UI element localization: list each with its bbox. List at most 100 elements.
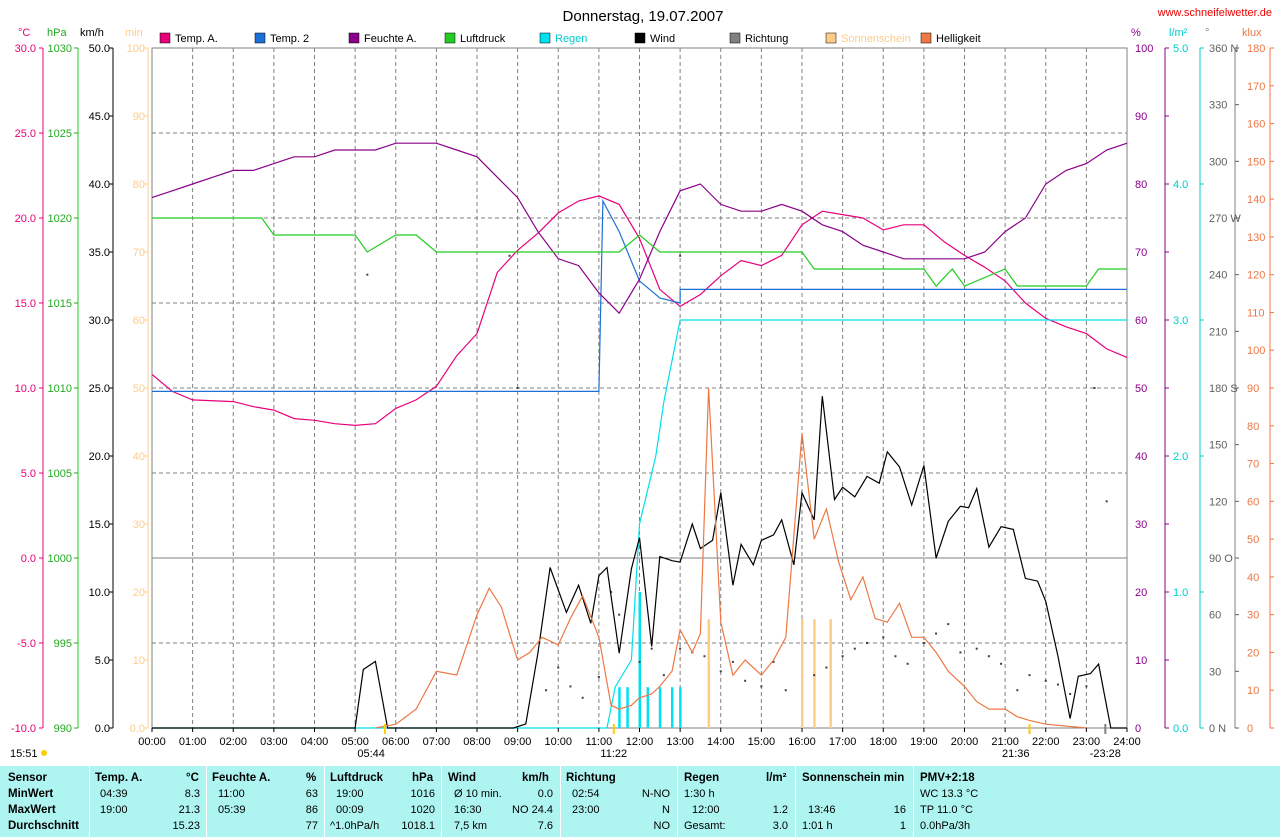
- legend-swatch-1: [254, 32, 266, 44]
- bar-1-5: [671, 687, 674, 728]
- temp-tick-label-5: 5.0: [21, 468, 36, 480]
- legend-label-7: Sonnenschein: [841, 33, 911, 45]
- humidity-tick-label-7: 30: [1135, 519, 1147, 531]
- brightness-tick-label-0: 180: [1247, 43, 1265, 55]
- direction-dot-21: [841, 655, 844, 658]
- brightness-tick-label-13: 50: [1247, 534, 1259, 546]
- rain-total-label: Gesamt:: [684, 820, 726, 832]
- humidity-max-value: 86: [305, 804, 318, 816]
- rain-tick-label-5: 0.0: [1173, 723, 1188, 735]
- direction-tick-label-9: 90 O: [1209, 553, 1233, 565]
- bar-0-0: [707, 619, 711, 728]
- wind-distance: 7,5 km: [454, 820, 488, 832]
- direction-dot-16: [760, 685, 763, 688]
- direction-dot-25: [894, 655, 897, 658]
- sun-icon: [41, 750, 47, 756]
- wind-tick-label-3: 35.0: [89, 247, 110, 259]
- x-tick-label-1: 01:00: [179, 736, 207, 748]
- bar-1-0: [618, 687, 621, 728]
- direction-dot-30: [959, 651, 962, 654]
- humidity-max-time: 05:39: [218, 804, 246, 816]
- direction-dot-39: [1085, 685, 1088, 688]
- direction-dot-23: [866, 642, 868, 644]
- x-tick-label-22: 22:00: [1032, 736, 1060, 748]
- direction-header: Richtung: [566, 772, 616, 784]
- sunshine-tick-label-1: 90: [133, 111, 145, 123]
- direction-tick-label-8: 120: [1209, 496, 1227, 508]
- pressure-max-time: 00:09: [336, 804, 364, 816]
- left-axes: °C hPa km/h min 30.0 25.0 20.0 15.0 10.0 5.0 0.0 -5…: [11, 27, 149, 735]
- rain-tick-label-1: 4.0: [1173, 179, 1188, 191]
- max-row-label: MaxWert: [8, 804, 56, 816]
- direction-dot-1: [557, 666, 560, 669]
- direction-dot-15: [744, 679, 747, 682]
- brightness-tick-label-17: 10: [1247, 685, 1259, 697]
- humidity-tick-label-6: 40: [1135, 451, 1147, 463]
- x-tick-label-12: 12:00: [626, 736, 654, 748]
- humidity-avg-value: 77: [305, 820, 318, 832]
- wind-tick-label-8: 10.0: [89, 587, 110, 599]
- direction-tick-label-3: 270 W: [1209, 213, 1241, 225]
- direction-dot-33: [1000, 662, 1003, 665]
- legend-swatch-3: [444, 32, 456, 44]
- direction-min-value: N-NO: [641, 788, 670, 800]
- pressure-min-value: 1016: [410, 788, 435, 800]
- legend-swatch-8: [920, 32, 932, 44]
- x-tick-label-13: 13:00: [666, 736, 694, 748]
- temp-avg-value: 15.23: [172, 820, 200, 832]
- direction-dot-38: [1069, 693, 1072, 695]
- direction-dot-20: [825, 666, 828, 669]
- direction-dot-22: [853, 647, 856, 650]
- chart-title: Donnerstag, 19.07.2007: [563, 8, 724, 25]
- series-line-2: [151, 142, 1128, 315]
- sunshine-tick-label-4: 60: [133, 315, 145, 327]
- x-tick-label-2: 02:00: [219, 736, 247, 748]
- pressure-tick-label-7: 995: [54, 638, 72, 650]
- pmv-header: PMV+2:18: [920, 772, 975, 784]
- sunshine-tick-label-5: 50: [133, 383, 145, 395]
- direction-dot-28: [935, 632, 938, 635]
- current-time-label: 15:51: [10, 748, 38, 760]
- x-tick-label-5: 05:00: [341, 736, 369, 748]
- humidity-tick-label-0: 100: [1135, 43, 1153, 55]
- website-link[interactable]: www.schneifelwetter.de: [1157, 7, 1272, 19]
- brightness-tick-label-8: 100: [1247, 345, 1265, 357]
- wind-tick-label-10: 0.0: [95, 723, 110, 735]
- x-tick-label-0: 00:00: [138, 736, 166, 748]
- pressure-tick-label-8: 990: [54, 723, 72, 735]
- direction-tick-label-1: 330: [1209, 100, 1227, 112]
- direction-tick-label-10: 60: [1209, 610, 1221, 622]
- pressure-tick-label-6: 1000: [48, 553, 72, 565]
- humidity-tick-label-1: 90: [1135, 111, 1147, 123]
- sensor-header: Sensor: [8, 772, 47, 784]
- wind-unit: km/h: [522, 772, 549, 784]
- bar-1-2: [638, 592, 641, 728]
- humidity-min-value: 63: [305, 788, 318, 800]
- pressure-max-value: 1020: [410, 804, 435, 816]
- x-tick-label-11: 11:00: [586, 736, 613, 748]
- direction-max-time: 23:00: [572, 804, 600, 816]
- axis-unit-temp: °C: [18, 27, 30, 39]
- direction-tick-label-7: 150: [1209, 440, 1227, 452]
- direction-dot-7: [638, 660, 641, 663]
- axis-unit-pct: %: [1131, 27, 1141, 39]
- brightness-tick-label-14: 40: [1247, 572, 1259, 584]
- axis-unit-klux: klux: [1242, 27, 1262, 39]
- bar-0-3: [829, 619, 832, 728]
- legend-label-6: Richtung: [745, 33, 788, 45]
- bar-0-2: [813, 619, 816, 728]
- legend-label-2: Feuchte A.: [364, 33, 417, 45]
- marker-sunset-label: 21:36: [1002, 748, 1030, 760]
- series-line-1: [152, 198, 1127, 392]
- sunshine-tick-label-9: 10: [133, 655, 145, 667]
- direction-dots: [366, 254, 1108, 699]
- marker-noon-label: 11:22: [600, 748, 627, 760]
- min-row-label: MinWert: [8, 788, 54, 800]
- direction-dot-4: [597, 676, 600, 678]
- pressure-tick-label-5: 1005: [48, 468, 72, 480]
- x-tick-label-21: 21:00: [991, 736, 1019, 748]
- marker-moon-label: -23:28: [1090, 748, 1121, 760]
- wind-min-value: 0.0: [537, 788, 553, 800]
- weather-chart: Donnerstag, 19.07.2007 www.schneifelwett…: [10, 7, 1274, 760]
- sunshine-duration: 1:01 h: [802, 820, 833, 832]
